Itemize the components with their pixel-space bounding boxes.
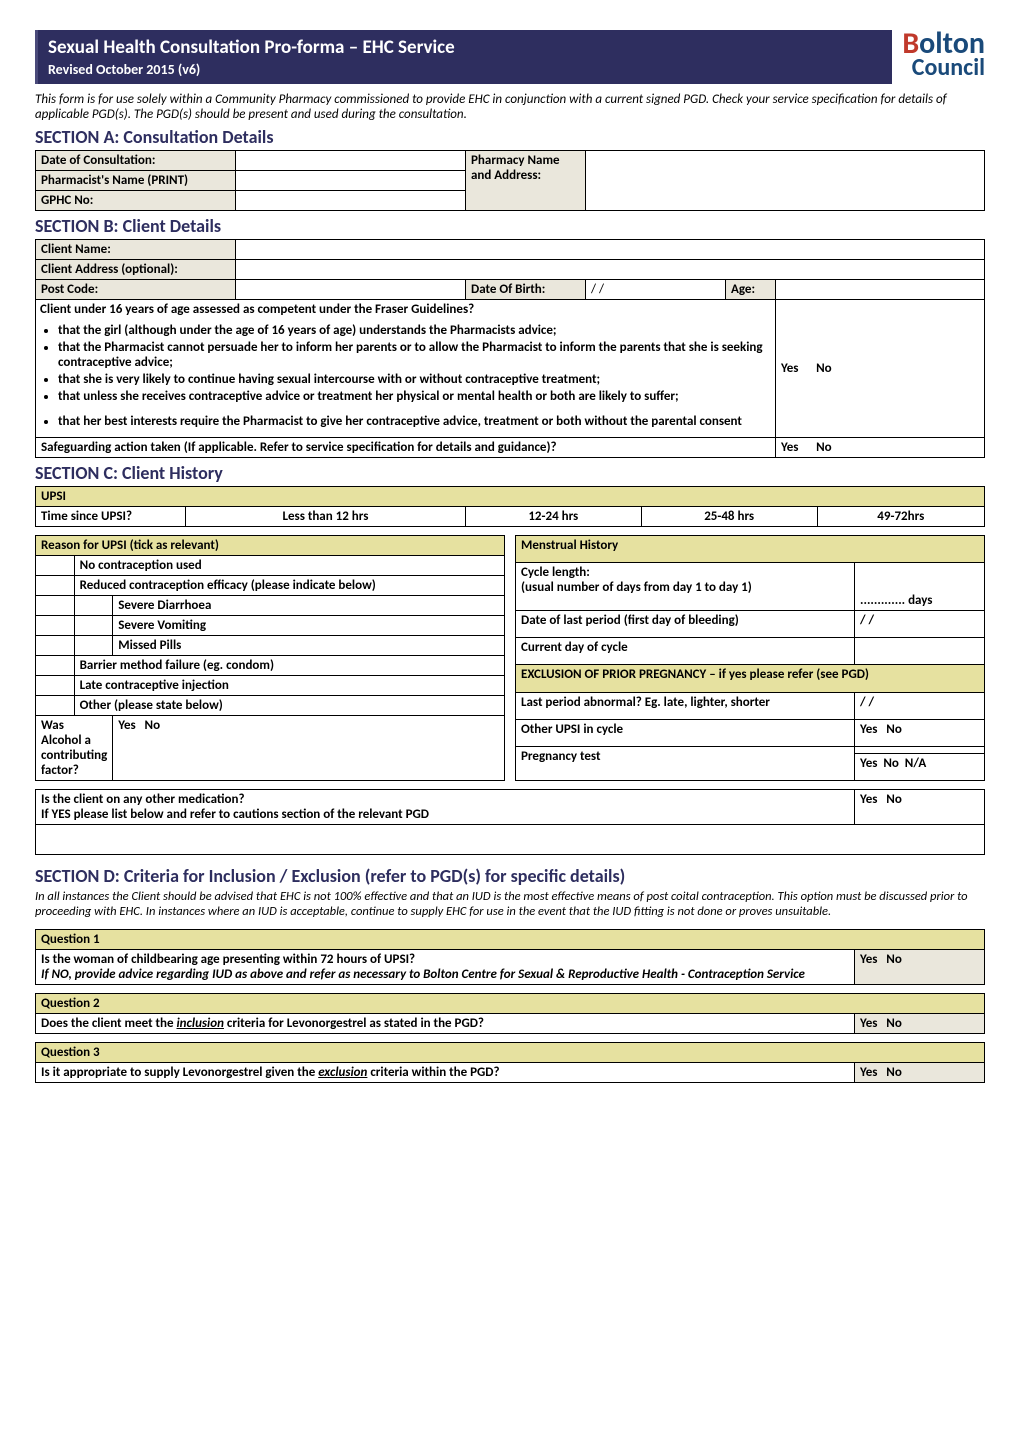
postcode-label: Post Code: xyxy=(36,280,236,300)
reason-check-1[interactable] xyxy=(36,556,75,576)
q2-yn[interactable]: Yes No xyxy=(855,1014,985,1034)
reason-check-2b[interactable] xyxy=(74,616,113,636)
preg-test-field[interactable] xyxy=(855,746,985,753)
alcohol-yn[interactable]: Yes No xyxy=(113,716,505,781)
client-addr-field[interactable] xyxy=(236,260,985,280)
section-d-intro: In all instances the Client should be ad… xyxy=(35,889,985,919)
time-since-label: Time since UPSI? xyxy=(36,507,186,527)
med-yn[interactable]: Yes No xyxy=(855,790,985,825)
fraser-yn[interactable]: Yes No xyxy=(776,300,985,438)
logo: Bolton Council xyxy=(902,30,985,79)
consult-date-field[interactable] xyxy=(236,151,466,171)
current-day-field[interactable] xyxy=(855,638,985,665)
fraser-bullet: that unless she receives contraceptive a… xyxy=(58,389,771,404)
cycle-length-label: Cycle length:(usual number of days from … xyxy=(516,563,855,611)
current-day-label: Current day of cycle xyxy=(516,638,855,665)
q1-text: Is the woman of childbearing age present… xyxy=(36,950,855,985)
consult-date-label: Date of Consultation: xyxy=(36,151,236,171)
dob-field[interactable]: / / xyxy=(586,280,726,300)
time-opt-2[interactable]: 12-24 hrs xyxy=(465,507,641,527)
reason-check-4[interactable] xyxy=(36,676,75,696)
reason-check-2c[interactable] xyxy=(74,636,113,656)
last-period-label: Date of last period (first day of bleedi… xyxy=(516,610,855,637)
section-d-title: SECTION D: Criteria for Inclusion / Excl… xyxy=(35,865,985,887)
intro-text: This form is for use solely within a Com… xyxy=(35,92,985,122)
client-name-field[interactable] xyxy=(236,240,985,260)
safeguard-yn[interactable]: Yes No xyxy=(776,438,985,458)
q3-header: Question 3 xyxy=(36,1043,985,1063)
last-abnormal-label: Last period abnormal? Eg. late, lighter,… xyxy=(516,692,855,719)
section-c-title: SECTION C: Client History xyxy=(35,462,985,484)
fraser-question: Client under 16 years of age assessed as… xyxy=(40,302,771,317)
pharmacist-name-label: Pharmacist's Name (PRINT) xyxy=(36,171,236,191)
fraser-bullet: that she is very likely to continue havi… xyxy=(58,372,771,387)
q1-yn[interactable]: Yes No xyxy=(855,950,985,985)
fraser-list-2: that her best interests require the Phar… xyxy=(58,414,771,429)
alcohol-label: Was Alcohol a contributing factor? xyxy=(36,716,113,781)
reason-table: Reason for UPSI (tick as relevant) No co… xyxy=(35,535,505,781)
exclusion-pregnancy: EXCLUSION OF PRIOR PREGNANCY – if yes pl… xyxy=(516,665,985,692)
safeguard-label: Safeguarding action taken (If applicable… xyxy=(36,438,776,458)
section-a-table: Date of Consultation: Pharmacy Name and … xyxy=(35,150,985,211)
last-abnormal-field[interactable]: / / xyxy=(855,692,985,719)
med-list-field[interactable] xyxy=(36,825,985,855)
gphc-label: GPHC No: xyxy=(36,191,236,211)
pharmacy-label: Pharmacy Name and Address: xyxy=(466,151,586,211)
time-opt-4[interactable]: 49-72hrs xyxy=(817,507,984,527)
question-3-table: Question 3 Is it appropriate to supply L… xyxy=(35,1042,985,1083)
page-title: Sexual Health Consultation Pro-forma – E… xyxy=(48,36,882,59)
med-question: Is the client on any other medication? I… xyxy=(36,790,855,825)
q3-text: Is it appropriate to supply Levonorgestr… xyxy=(36,1063,855,1083)
medication-table: Is the client on any other medication? I… xyxy=(35,789,985,855)
fraser-bullet: that her best interests require the Phar… xyxy=(58,414,771,429)
last-period-field[interactable]: / / xyxy=(855,610,985,637)
pharmacy-field[interactable] xyxy=(586,151,985,211)
reason-check-3[interactable] xyxy=(36,656,75,676)
menstrual-header: Menstrual History xyxy=(516,536,985,563)
preg-test-yn[interactable]: Yes No N/A xyxy=(855,753,985,780)
client-addr-label: Client Address (optional): xyxy=(36,260,236,280)
age-label: Age: xyxy=(726,280,776,300)
postcode-field[interactable] xyxy=(236,280,466,300)
q3-yn[interactable]: Yes No xyxy=(855,1063,985,1083)
q2-text: Does the client meet the inclusion crite… xyxy=(36,1014,855,1034)
section-b-title: SECTION B: Client Details xyxy=(35,215,985,237)
section-b-table: Client Name: Client Address (optional): … xyxy=(35,239,985,458)
fraser-bullet: that the girl (although under the age of… xyxy=(58,323,771,338)
title-block: Sexual Health Consultation Pro-forma – E… xyxy=(35,30,892,84)
upsi-table: UPSI Time since UPSI? Less than 12 hrs 1… xyxy=(35,486,985,527)
fraser-list: that the girl (although under the age of… xyxy=(58,323,771,404)
gphc-field[interactable] xyxy=(236,191,466,211)
preg-test-label: Pregnancy test xyxy=(516,746,855,780)
q2-header: Question 2 xyxy=(36,994,985,1014)
upsi-header: UPSI xyxy=(36,487,985,507)
pharmacist-name-field[interactable] xyxy=(236,171,466,191)
fraser-cell: Client under 16 years of age assessed as… xyxy=(36,300,776,438)
fraser-bullet: that the Pharmacist cannot persuade her … xyxy=(58,340,771,370)
revision: Revised October 2015 (v6) xyxy=(48,61,882,78)
time-opt-1[interactable]: Less than 12 hrs xyxy=(186,507,466,527)
reason-check-5[interactable] xyxy=(36,696,75,716)
section-a-title: SECTION A: Consultation Details xyxy=(35,126,985,148)
menstrual-table: Menstrual History Cycle length:(usual nu… xyxy=(515,535,985,781)
client-name-label: Client Name: xyxy=(36,240,236,260)
question-2-table: Question 2 Does the client meet the incl… xyxy=(35,993,985,1034)
cycle-length-field[interactable]: ............. days xyxy=(855,563,985,611)
dob-label: Date Of Birth: xyxy=(466,280,586,300)
other-upsi-yn[interactable]: Yes No xyxy=(855,719,985,746)
reason-header: Reason for UPSI (tick as relevant) xyxy=(36,536,505,556)
q1-header: Question 1 xyxy=(36,930,985,950)
age-field[interactable] xyxy=(776,280,985,300)
other-upsi-label: Other UPSI in cycle xyxy=(516,719,855,746)
reason-check-2a[interactable] xyxy=(74,596,113,616)
question-1-table: Question 1 Is the woman of childbearing … xyxy=(35,929,985,985)
reason-check-2[interactable] xyxy=(36,576,75,596)
time-opt-3[interactable]: 25-48 hrs xyxy=(641,507,817,527)
